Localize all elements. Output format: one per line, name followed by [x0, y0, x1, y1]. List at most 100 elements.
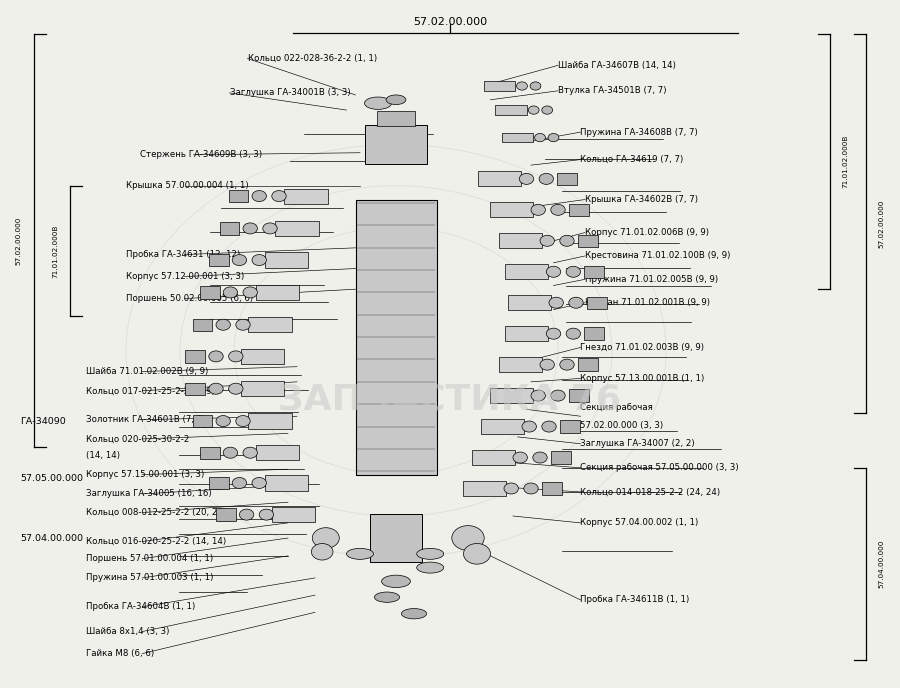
- Text: Заглушка ГА-34001В (3, 3): Заглушка ГА-34001В (3, 3): [230, 88, 350, 98]
- Ellipse shape: [243, 223, 257, 234]
- Text: Корпус 57.15.00.001 (3, 3): Корпус 57.15.00.001 (3, 3): [86, 470, 203, 480]
- Bar: [584, 327, 604, 340]
- Bar: [248, 317, 292, 332]
- Ellipse shape: [374, 592, 400, 603]
- Bar: [193, 319, 212, 331]
- Bar: [481, 419, 524, 434]
- Text: Пробка ГА-34604В (1, 1): Пробка ГА-34604В (1, 1): [86, 602, 194, 612]
- Bar: [569, 389, 589, 402]
- Text: 57.04.00.000: 57.04.00.000: [878, 540, 884, 588]
- Bar: [560, 420, 580, 433]
- Bar: [272, 507, 315, 522]
- Bar: [365, 125, 427, 164]
- Text: 71.01.02.000В: 71.01.02.000В: [52, 224, 58, 278]
- Ellipse shape: [566, 328, 580, 339]
- Text: Кольцо ГА-34619 (7, 7): Кольцо ГА-34619 (7, 7): [580, 155, 684, 164]
- Bar: [495, 105, 527, 115]
- Ellipse shape: [223, 447, 238, 458]
- Bar: [569, 204, 589, 216]
- Bar: [551, 451, 571, 464]
- Ellipse shape: [386, 95, 406, 105]
- Bar: [578, 235, 598, 247]
- Ellipse shape: [243, 287, 257, 298]
- Bar: [377, 111, 415, 126]
- Ellipse shape: [243, 447, 257, 458]
- Ellipse shape: [519, 173, 534, 184]
- Text: Клапан 71.01.02.001В (9, 9): Клапан 71.01.02.001В (9, 9): [585, 298, 710, 308]
- Ellipse shape: [569, 297, 583, 308]
- Text: Шайба ГА-34607В (14, 14): Шайба ГА-34607В (14, 14): [558, 61, 676, 70]
- Text: (14, 14): (14, 14): [86, 451, 120, 460]
- Ellipse shape: [263, 223, 277, 234]
- Text: Пружина ГА-34608В (7, 7): Пружина ГА-34608В (7, 7): [580, 127, 698, 137]
- Ellipse shape: [548, 133, 559, 142]
- Bar: [284, 189, 328, 204]
- Bar: [209, 254, 229, 266]
- Ellipse shape: [259, 509, 274, 520]
- Ellipse shape: [346, 548, 374, 559]
- Text: Корпус 57.04.00.002 (1, 1): Корпус 57.04.00.002 (1, 1): [580, 518, 698, 528]
- Bar: [200, 447, 220, 459]
- Ellipse shape: [522, 421, 536, 432]
- Bar: [578, 358, 598, 371]
- Bar: [505, 326, 548, 341]
- Ellipse shape: [464, 544, 490, 564]
- Ellipse shape: [401, 609, 427, 619]
- Text: 57.04.00.000: 57.04.00.000: [20, 533, 83, 543]
- Ellipse shape: [540, 359, 554, 370]
- Ellipse shape: [272, 191, 286, 202]
- Ellipse shape: [517, 82, 527, 90]
- Ellipse shape: [504, 483, 518, 494]
- Ellipse shape: [252, 255, 266, 266]
- Ellipse shape: [551, 390, 565, 401]
- Ellipse shape: [364, 97, 392, 109]
- Text: Пружина 71.01.02.005В (9, 9): Пружина 71.01.02.005В (9, 9): [585, 275, 718, 284]
- Ellipse shape: [209, 351, 223, 362]
- Text: Кольцо 020-025-30-2-2: Кольцо 020-025-30-2-2: [86, 434, 189, 444]
- Ellipse shape: [417, 548, 444, 559]
- Ellipse shape: [546, 328, 561, 339]
- Bar: [248, 413, 292, 429]
- Ellipse shape: [546, 266, 561, 277]
- Text: Корпус 57.12.00.001 (3, 3): Корпус 57.12.00.001 (3, 3): [126, 272, 244, 281]
- Text: Стержень ГА-34609В (3, 3): Стержень ГА-34609В (3, 3): [140, 150, 262, 160]
- Text: 57.02.00.000: 57.02.00.000: [413, 17, 487, 27]
- Bar: [499, 357, 542, 372]
- Text: Корпус 57.13.00.001В (1, 1): Корпус 57.13.00.001В (1, 1): [580, 374, 705, 383]
- Bar: [499, 233, 542, 248]
- Text: Крестовина 71.01.02.100В (9, 9): Крестовина 71.01.02.100В (9, 9): [585, 251, 731, 261]
- Bar: [193, 415, 212, 427]
- Ellipse shape: [528, 106, 539, 114]
- Bar: [472, 450, 515, 465]
- Bar: [502, 133, 533, 142]
- Ellipse shape: [524, 483, 538, 494]
- Ellipse shape: [542, 106, 553, 114]
- Ellipse shape: [216, 319, 230, 330]
- Bar: [256, 285, 299, 300]
- Ellipse shape: [232, 255, 247, 266]
- Bar: [185, 383, 205, 395]
- Ellipse shape: [452, 526, 484, 550]
- Ellipse shape: [560, 359, 574, 370]
- Ellipse shape: [531, 204, 545, 215]
- Text: 57.05.00.000: 57.05.00.000: [20, 473, 83, 483]
- Ellipse shape: [216, 416, 230, 427]
- Text: Кольцо 016-020-25-2-2 (14, 14): Кольцо 016-020-25-2-2 (14, 14): [86, 537, 226, 546]
- Bar: [209, 477, 229, 489]
- Bar: [370, 514, 422, 562]
- Text: Пробка ГА-34631 (12, 12): Пробка ГА-34631 (12, 12): [126, 250, 240, 259]
- Ellipse shape: [209, 383, 223, 394]
- Ellipse shape: [566, 266, 580, 277]
- Text: Секция рабочая 57.05.00.000 (3, 3): Секция рабочая 57.05.00.000 (3, 3): [580, 463, 739, 473]
- Text: 57.02.00.000 (3, 3): 57.02.00.000 (3, 3): [580, 420, 663, 430]
- Bar: [265, 475, 308, 491]
- Ellipse shape: [252, 477, 266, 488]
- Ellipse shape: [311, 544, 333, 560]
- Ellipse shape: [551, 204, 565, 215]
- Text: Кольцо 017-021-25-2-2 (9, 9): Кольцо 017-021-25-2-2 (9, 9): [86, 386, 214, 396]
- Text: Кольцо 022-028-36-2-2 (1, 1): Кольцо 022-028-36-2-2 (1, 1): [248, 54, 376, 63]
- Bar: [584, 266, 604, 278]
- Text: Шайба 71.01.02.002В (9, 9): Шайба 71.01.02.002В (9, 9): [86, 367, 208, 376]
- Text: Кольцо 014-018-25-2-2 (24, 24): Кольцо 014-018-25-2-2 (24, 24): [580, 487, 721, 497]
- Text: Корпус 71.01.02.006В (9, 9): Корпус 71.01.02.006В (9, 9): [585, 228, 709, 237]
